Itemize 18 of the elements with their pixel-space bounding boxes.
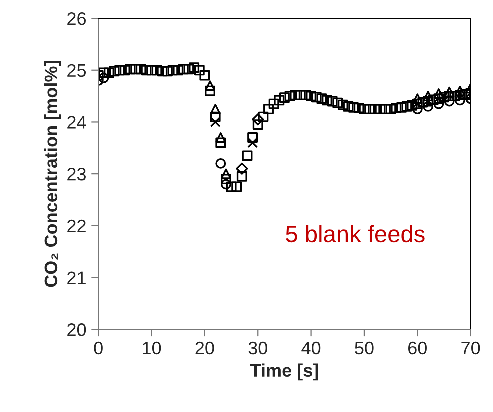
annotation: 5 blank feeds bbox=[286, 225, 425, 243]
y-axis-title: CO₂ Concentration [mol%] bbox=[44, 61, 62, 288]
x-tick-label: 50 bbox=[355, 342, 374, 355]
x-tick-label: 20 bbox=[196, 342, 214, 355]
y-tick-label: 21 bbox=[68, 272, 86, 284]
x-tick-label: 30 bbox=[248, 342, 268, 355]
y-tick-label: 26 bbox=[68, 12, 86, 26]
x-tick-label: 70 bbox=[462, 342, 480, 355]
x-axis-title: Time [s] bbox=[250, 364, 318, 381]
y-tick-label: 20 bbox=[68, 324, 86, 336]
x-tick-label: 40 bbox=[302, 342, 321, 355]
y-tick-label: 24 bbox=[68, 116, 86, 129]
y-tick-label: 22 bbox=[68, 220, 86, 232]
x-tick-label: 0 bbox=[94, 342, 103, 355]
y-tick-label: 25 bbox=[68, 64, 86, 78]
x-tick-label: 60 bbox=[408, 342, 427, 355]
y-tick-label: 23 bbox=[68, 168, 86, 181]
x-tick-label: 10 bbox=[143, 342, 162, 355]
